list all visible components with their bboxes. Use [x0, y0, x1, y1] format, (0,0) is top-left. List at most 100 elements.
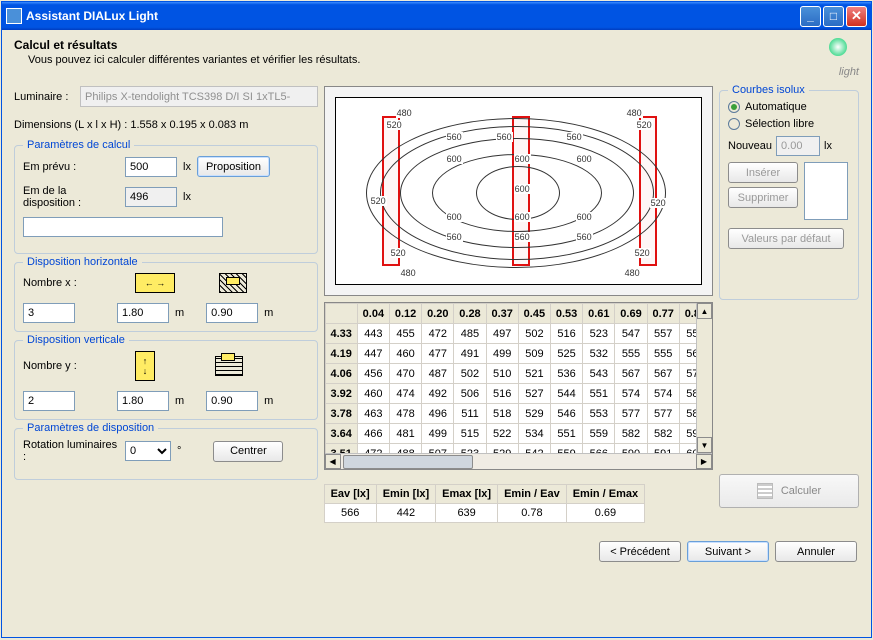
- cell: 553: [583, 404, 615, 424]
- radio-dot-icon: [728, 118, 740, 130]
- isoline-label: 600: [514, 154, 531, 164]
- disp-v-title: Disposition verticale: [23, 334, 129, 346]
- calc-params-title: Paramètres de calcul: [23, 139, 134, 151]
- titlebar: Assistant DIALux Light _ □ ✕: [2, 2, 871, 30]
- cell: 534: [518, 424, 550, 444]
- table-row: 3.78463478496511518529546553577577589: [325, 404, 711, 424]
- scroll-up-icon[interactable]: ▲: [697, 303, 712, 319]
- isoline-label: 560: [496, 132, 513, 142]
- row-header: 3.78: [325, 404, 357, 424]
- col-header: 0.53: [550, 304, 582, 324]
- cell: 470: [389, 364, 421, 384]
- cell: 491: [454, 344, 486, 364]
- spacing-x-input[interactable]: [117, 303, 169, 323]
- page-title: Calcul et résultats: [14, 38, 811, 52]
- cell: 492: [422, 384, 454, 404]
- nombre-y-input[interactable]: [23, 391, 75, 411]
- isolux-group: Courbes isolux Automatique Sélection lib…: [719, 90, 859, 300]
- cell: 577: [615, 404, 647, 424]
- col-header: 0.28: [454, 304, 486, 324]
- scroll-down-icon[interactable]: ▼: [697, 437, 712, 453]
- em-prevu-label: Em prévu :: [23, 161, 119, 173]
- prev-button[interactable]: < Précédent: [599, 541, 681, 562]
- radio-libre[interactable]: Sélection libre: [728, 118, 850, 130]
- cell: 443: [357, 324, 389, 344]
- data-grid[interactable]: 0.040.120.200.280.370.450.530.610.690.77…: [324, 302, 713, 470]
- luminaire-field: [80, 86, 318, 107]
- minimize-button[interactable]: _: [800, 6, 821, 27]
- row-header: 4.33: [325, 324, 357, 344]
- row-header: 3.92: [325, 384, 357, 404]
- disp-params-group: Paramètres de disposition Rotation lumin…: [14, 428, 318, 480]
- cell: 574: [647, 384, 679, 404]
- offset-x-input[interactable]: [206, 303, 258, 323]
- scroll-right-icon[interactable]: ▶: [696, 454, 712, 469]
- cell: 502: [518, 324, 550, 344]
- offset-y-input[interactable]: [206, 391, 258, 411]
- radio-auto[interactable]: Automatique: [728, 101, 850, 113]
- cell: 499: [422, 424, 454, 444]
- cell: 510: [486, 364, 518, 384]
- cell: 544: [550, 384, 582, 404]
- cell: 456: [357, 364, 389, 384]
- row-header: 3.64: [325, 424, 357, 444]
- lx-unit: lx: [183, 161, 191, 173]
- cell: 460: [357, 384, 389, 404]
- disp-v-group: Disposition verticale Nombre y : ↑↓ m: [14, 340, 318, 420]
- hscroll[interactable]: ◀ ▶: [325, 453, 712, 469]
- cell: 551: [550, 424, 582, 444]
- cell: 527: [518, 384, 550, 404]
- cell: 555: [647, 344, 679, 364]
- isoline-label: 520: [390, 248, 407, 258]
- next-button[interactable]: Suivant >: [687, 541, 769, 562]
- extra-input[interactable]: [23, 217, 223, 237]
- cell: 547: [615, 324, 647, 344]
- isoline-label: 520: [636, 120, 653, 130]
- spacing-y-input[interactable]: [117, 391, 169, 411]
- nombre-x-input[interactable]: [23, 303, 75, 323]
- cancel-button[interactable]: Annuler: [775, 541, 857, 562]
- centrer-button[interactable]: Centrer: [213, 441, 283, 462]
- proposition-button[interactable]: Proposition: [197, 156, 270, 177]
- cell: 502: [454, 364, 486, 384]
- col-header: 0.45: [518, 304, 550, 324]
- maximize-button[interactable]: □: [823, 6, 844, 27]
- summary-header: Eav [lx]: [324, 485, 376, 504]
- defaut-button: Valeurs par défaut: [728, 228, 844, 249]
- cell: 516: [550, 324, 582, 344]
- inserer-button: Insérer: [728, 162, 798, 183]
- cell: 518: [486, 404, 518, 424]
- disp-h-title: Disposition horizontale: [23, 256, 142, 268]
- isoline-label: 560: [576, 232, 593, 242]
- calculer-button[interactable]: Calculer: [719, 474, 859, 508]
- cell: 521: [518, 364, 550, 384]
- cell: 551: [583, 384, 615, 404]
- rotation-select[interactable]: 0: [125, 441, 171, 461]
- vscroll[interactable]: ▲ ▼: [696, 303, 712, 453]
- isoline-label: 480: [400, 268, 417, 278]
- cell: 582: [615, 424, 647, 444]
- col-header: 0.12: [389, 304, 421, 324]
- cell: 529: [518, 404, 550, 424]
- logo: light: [811, 38, 859, 78]
- col-header: 0.69: [615, 304, 647, 324]
- em-prevu-input[interactable]: [125, 157, 177, 177]
- cell: 477: [422, 344, 454, 364]
- hscroll-thumb[interactable]: [343, 455, 473, 469]
- cell: 506: [454, 384, 486, 404]
- isoline-label: 520: [386, 120, 403, 130]
- table-row: 4.19447460477491499509525532555555566: [325, 344, 711, 364]
- cell: 511: [454, 404, 486, 424]
- cell: 522: [486, 424, 518, 444]
- table-row: 4.33443455472485497502516523547557557: [325, 324, 711, 344]
- summary-cell: 639: [436, 504, 498, 523]
- row-header: 4.06: [325, 364, 357, 384]
- cell: 574: [615, 384, 647, 404]
- v-offset-icon: [215, 356, 243, 376]
- scroll-left-icon[interactable]: ◀: [325, 454, 341, 469]
- col-header: 0.04: [357, 304, 389, 324]
- cell: 497: [486, 324, 518, 344]
- isolux-listbox[interactable]: [804, 162, 848, 220]
- em-dispo-field: [125, 187, 177, 207]
- close-button[interactable]: ✕: [846, 6, 867, 27]
